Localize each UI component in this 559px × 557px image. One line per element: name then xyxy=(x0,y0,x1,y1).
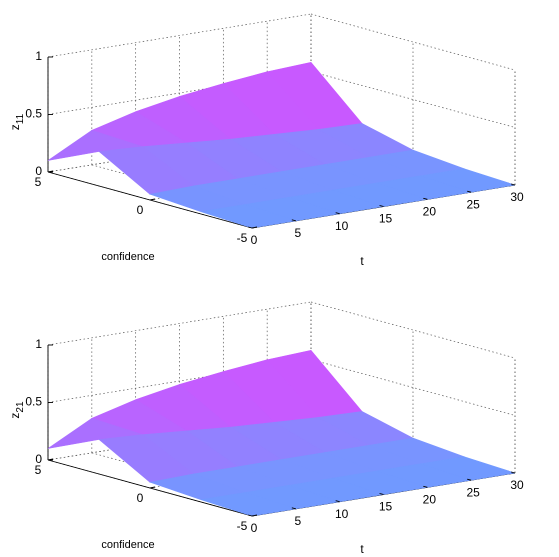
y-tick-label: -5 xyxy=(237,231,248,245)
x-tick-label: 10 xyxy=(335,219,349,233)
y-tick-label: 5 xyxy=(35,175,42,189)
x-tick-label: 0 xyxy=(251,521,258,535)
tick-mark xyxy=(510,471,516,474)
x-tick-label: 30 xyxy=(510,190,524,204)
tick-mark xyxy=(149,198,156,201)
tick-mark xyxy=(251,226,258,229)
grid-line xyxy=(310,301,516,359)
y-tick-label: -5 xyxy=(237,519,248,533)
grid-line xyxy=(310,359,516,416)
z-axis-label: z21 xyxy=(8,401,25,419)
tick-mark xyxy=(335,500,340,503)
grid-line xyxy=(310,71,516,128)
y-tick-label: 0 xyxy=(137,203,144,217)
tick-mark xyxy=(149,486,156,489)
z-axis-label-sub: 21 xyxy=(15,401,26,413)
tick-mark xyxy=(291,219,296,222)
tick-mark xyxy=(47,458,54,461)
x-tick-label: 5 xyxy=(294,514,301,528)
x-tick-label: 10 xyxy=(335,507,349,521)
x-tick-label: 15 xyxy=(379,500,393,514)
z-tick-label: 0 xyxy=(35,164,42,178)
z-tick-label: 1 xyxy=(35,49,42,63)
tick-mark xyxy=(247,514,253,517)
y-axis-label: confidence xyxy=(101,251,154,263)
x-tick-label: 5 xyxy=(294,226,301,240)
z-tick-label: 0.5 xyxy=(25,107,42,121)
tick-mark xyxy=(467,478,472,481)
grid-line xyxy=(47,13,312,58)
z-axis-label-main: z xyxy=(8,413,22,419)
x-tick-label: 20 xyxy=(423,205,437,219)
y-tick-label: 0 xyxy=(137,491,144,505)
tick-mark xyxy=(379,493,384,495)
tick-mark xyxy=(510,183,516,186)
z-tick-label: 1 xyxy=(35,337,42,351)
tick-mark xyxy=(47,170,54,173)
x-tick-label: 0 xyxy=(251,233,258,247)
y-tick-label: 5 xyxy=(35,463,42,477)
z-axis-label-sub: 11 xyxy=(15,113,26,124)
grid-line xyxy=(47,359,312,403)
z-tick-label: 0.5 xyxy=(25,395,42,409)
x-axis-label: t xyxy=(360,254,364,268)
z-axis-label-main: z xyxy=(8,124,22,130)
x-axis-label: t xyxy=(360,542,364,556)
grid-line xyxy=(47,301,312,346)
grid-line xyxy=(47,71,312,115)
tick-mark xyxy=(291,507,296,510)
x-tick-label: 20 xyxy=(423,493,437,507)
tick-mark xyxy=(423,485,428,488)
tick-mark xyxy=(335,212,340,215)
grid-line xyxy=(310,13,516,71)
tick-mark xyxy=(251,514,258,517)
z-tick-label: 0 xyxy=(35,452,42,466)
tick-mark xyxy=(379,205,384,207)
y-axis-label: confidence xyxy=(101,539,154,551)
tick-mark xyxy=(423,197,428,200)
x-tick-label: 15 xyxy=(379,212,393,226)
z-axis-label: z11 xyxy=(8,113,25,130)
tick-mark xyxy=(467,190,472,193)
x-tick-label: 30 xyxy=(510,478,524,492)
x-tick-label: 25 xyxy=(466,197,480,211)
x-tick-label: 25 xyxy=(466,485,480,499)
tick-mark xyxy=(247,226,253,229)
